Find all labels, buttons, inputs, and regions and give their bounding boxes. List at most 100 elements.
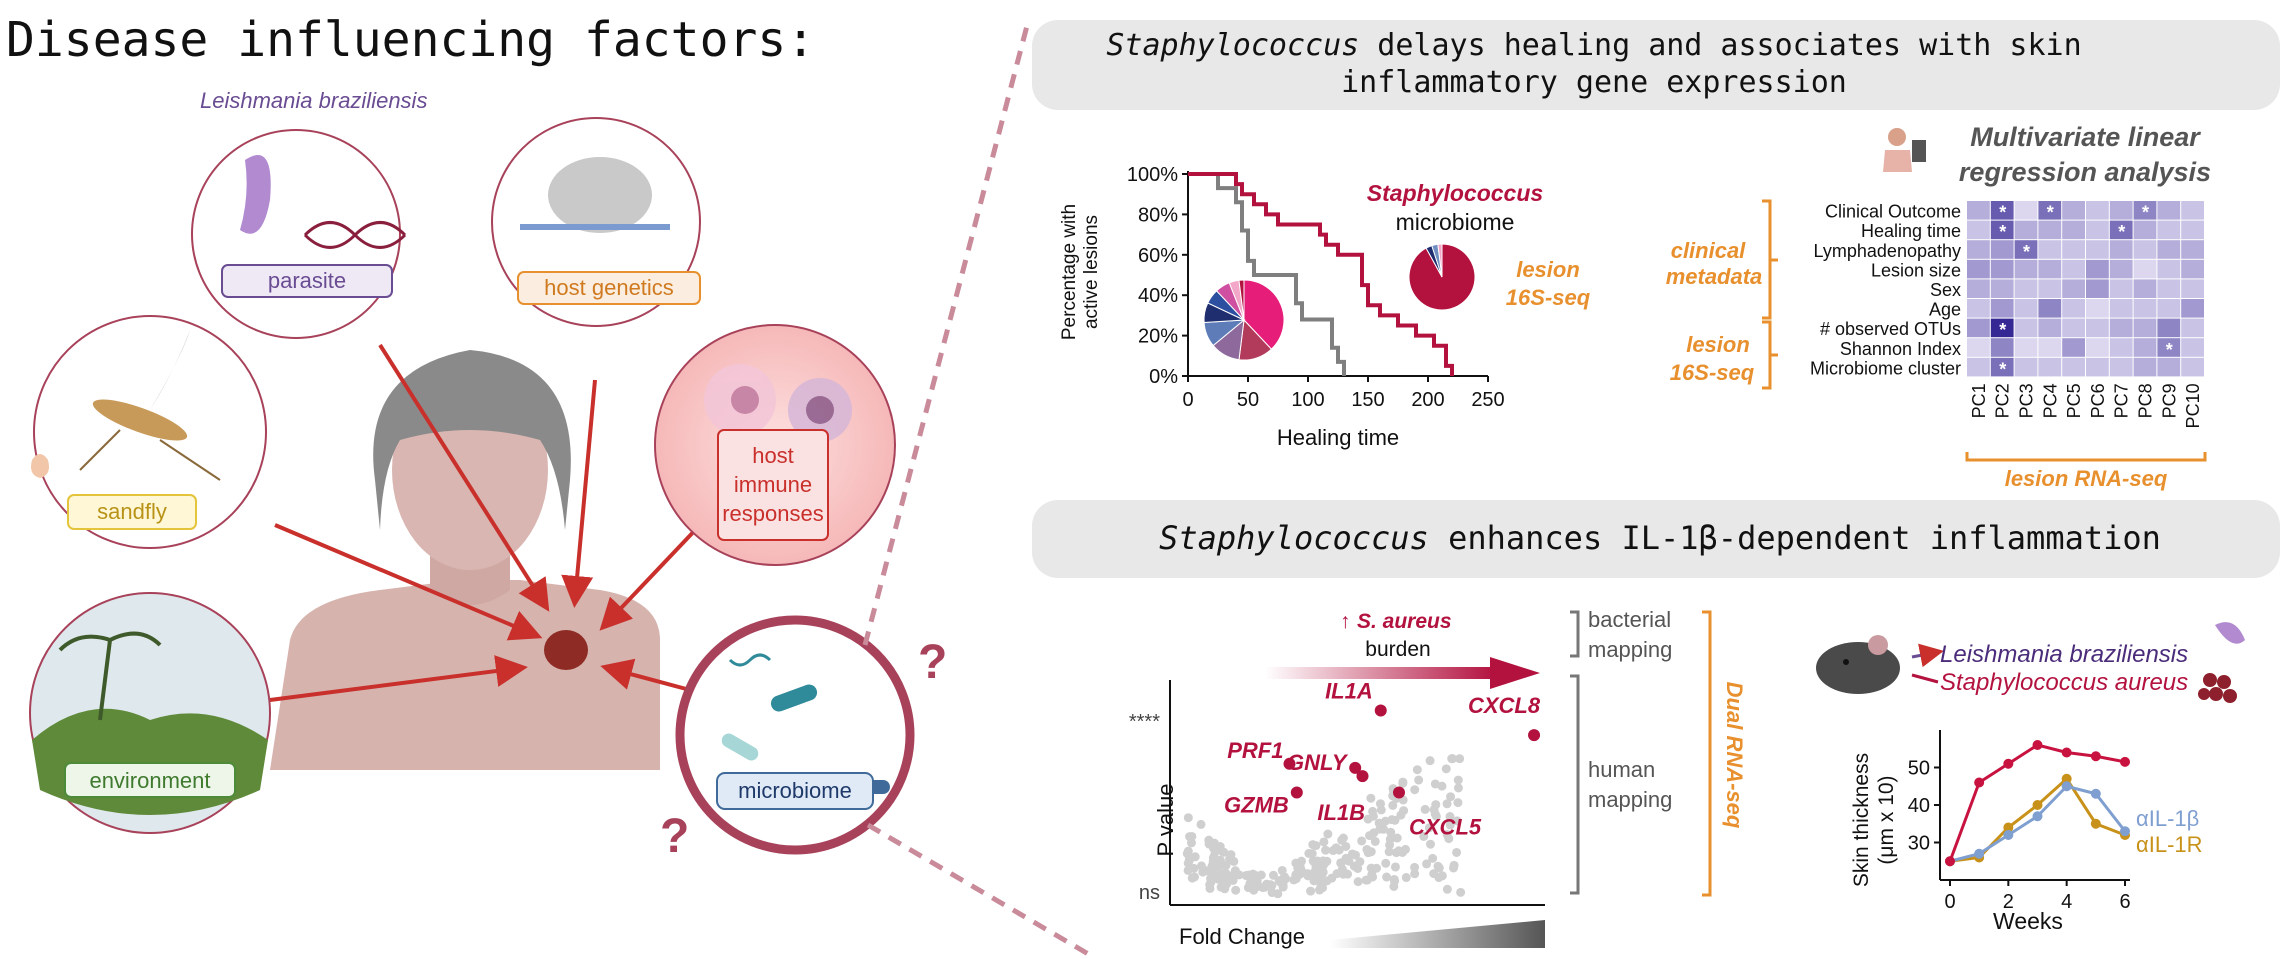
heatmap-col-label: PC5 <box>2064 383 2084 418</box>
immune-cells-icon <box>704 364 852 442</box>
skin-series-point <box>2090 818 2101 829</box>
volcano-highlight-point <box>1393 786 1405 799</box>
heatmap-cell <box>2062 299 2085 318</box>
volcano-gene-label: PRF1 <box>1227 738 1283 763</box>
heatmap-cell <box>2133 259 2157 279</box>
main-title: Disease influencing factors: <box>6 12 815 68</box>
heatmap-cell <box>1967 318 1990 338</box>
volcano-point <box>1183 865 1193 875</box>
heatmap-cell <box>2014 299 2038 318</box>
skin-series-point <box>2061 781 2072 792</box>
aureus-arrow-up: ↑ <box>1340 610 1351 633</box>
survival-ytick-label: 40% <box>1138 285 1178 307</box>
volcano-point <box>1365 831 1375 841</box>
heatmap-cell <box>2157 201 2181 220</box>
heatmap-cell <box>2038 318 2062 338</box>
volcano-point <box>1184 853 1194 863</box>
parasite-label-box <box>221 264 393 298</box>
heatmap-col-label: PC6 <box>2088 383 2108 418</box>
lesion16s-bracket <box>1762 320 1778 390</box>
skin-series-point <box>2032 800 2043 810</box>
pie-slice <box>1243 279 1285 350</box>
heatmap-cell <box>2109 240 2133 259</box>
host-genetics-label-box <box>517 271 701 305</box>
volcano-point <box>1362 844 1372 854</box>
volcano-highlight-point <box>1349 761 1362 774</box>
heatmap-col-label: PC10 <box>2183 383 2203 428</box>
legend-il1b: αIL-1β <box>2136 806 2199 831</box>
heatmap-cell <box>2062 259 2085 279</box>
heatmap-col-label: PC8 <box>2136 383 2156 418</box>
heatmap-cell <box>2014 201 2038 220</box>
volcano-point <box>1278 882 1288 892</box>
mouse-staph-label: Staphylococcus aureus <box>1940 669 2188 696</box>
volcano-point <box>1420 804 1430 814</box>
volcano-point <box>1410 785 1420 795</box>
skin-xtick-label: 0 <box>1944 891 1955 913</box>
heatmap-row-label: Lymphadenopathy <box>1814 241 1961 261</box>
heatmap-cell <box>2157 220 2181 240</box>
volcano-point <box>1251 880 1261 890</box>
skin-ytick-label: 40 <box>1908 795 1930 817</box>
leish-pointer <box>1911 643 1944 668</box>
volcano-point <box>1429 805 1439 815</box>
connector-bottom <box>866 822 1092 958</box>
heatmap-cell <box>2181 318 2204 338</box>
volcano-point <box>1355 857 1365 867</box>
volcano-point <box>1319 837 1329 847</box>
heatmap-cell <box>2038 299 2062 318</box>
lesion-label-1: lesion <box>1516 257 1580 282</box>
volcano-highlight-point <box>1356 770 1369 783</box>
survival-xtick-label: 150 <box>1351 389 1384 411</box>
volcano-point <box>1388 800 1398 810</box>
clinical-group-2: metadata <box>1666 264 1763 289</box>
volcano-point <box>1226 850 1236 860</box>
survival-series-line <box>1188 172 1454 376</box>
microbiome-sublabel: microbiome <box>1396 209 1515 235</box>
regression-title-2: regression analysis <box>1959 157 2211 187</box>
skin-series-point <box>2120 756 2130 767</box>
volcano-point <box>1422 859 1432 869</box>
microbiome-label: microbiome <box>738 778 852 803</box>
mouse-icon <box>1816 635 1900 694</box>
immune-label-line1: host <box>752 443 794 468</box>
heatmap-row-label: Shannon Index <box>1840 339 1961 359</box>
heatmap-row-label: Clinical Outcome <box>1825 202 1961 222</box>
volcano-point <box>1452 816 1462 826</box>
volcano-point <box>1357 836 1367 846</box>
heatmap-row-label: # observed OTUs <box>1820 319 1961 339</box>
lesion16s-group-2: 16S-seq <box>1670 360 1755 385</box>
volcano-point <box>1428 853 1438 863</box>
volcano-gene-label: CXCL5 <box>1409 815 1482 840</box>
volcano-point <box>1442 799 1452 809</box>
connector-top <box>862 21 1031 646</box>
parasite-circle <box>191 129 401 339</box>
heatmap-cell <box>2014 220 2038 240</box>
volcano-point <box>1386 827 1396 837</box>
skin-series-point <box>2120 826 2130 837</box>
skin-series-point <box>2003 758 2014 769</box>
dual-bracket <box>1702 610 1712 897</box>
lesion-label-2: 16S-seq <box>1506 285 1591 310</box>
volcano-point <box>1341 853 1351 863</box>
volcano-point <box>1353 863 1363 873</box>
volcano-ytick-top: **** <box>1129 711 1160 733</box>
heatmap-cell <box>2157 240 2181 259</box>
volcano-highlight-point <box>1283 757 1296 770</box>
heatmap-col-label: PC2 <box>1993 383 2013 418</box>
heatmap-cell <box>2014 279 2038 298</box>
volcano-point <box>1316 877 1326 887</box>
heatmap-cell <box>1967 240 1990 259</box>
heatmap-cell <box>2109 318 2133 338</box>
aureus-label: S. aureus <box>1357 610 1452 633</box>
volcano-point <box>1321 845 1331 855</box>
skin-xtick-label: 2 <box>2003 891 2014 913</box>
rnaseq-group: lesion RNA-seq <box>2005 466 2168 491</box>
volcano-point <box>1216 882 1226 892</box>
heatmap-col-label: PC3 <box>2017 383 2037 418</box>
volcano-point <box>1219 847 1229 857</box>
volcano-point <box>1201 866 1211 876</box>
volcano-point <box>1366 793 1376 803</box>
heatmap-cell <box>2109 201 2133 220</box>
